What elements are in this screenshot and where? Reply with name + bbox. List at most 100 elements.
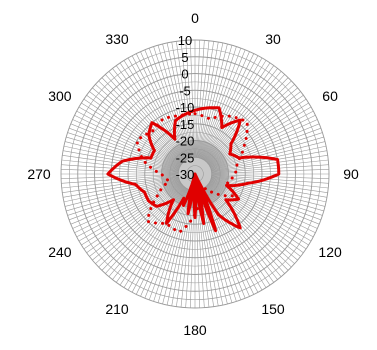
grid-spoke: [81, 182, 181, 246]
grid-spoke: [211, 174, 329, 184]
grid-spoke: [180, 190, 194, 308]
grid-spoke: [89, 91, 182, 164]
grid-spoke: [76, 181, 181, 238]
grid-spoke: [176, 41, 193, 158]
angle-tick-label: 180: [183, 322, 207, 338]
grid-spoke: [66, 136, 179, 170]
angle-tick-label: 60: [322, 88, 338, 104]
grid-spoke: [198, 190, 228, 305]
grid-spoke: [202, 188, 255, 295]
series-layer: [106, 106, 281, 234]
grid-spoke: [61, 169, 179, 174]
grid-spoke: [78, 182, 181, 242]
grid-spoke: [210, 123, 320, 169]
grid-spoke: [202, 55, 259, 160]
grid-spoke: [199, 45, 233, 158]
grid-spoke: [207, 84, 295, 164]
grid-spoke: [74, 181, 181, 234]
grid-spoke: [166, 42, 192, 158]
angle-tick-label: 90: [343, 166, 359, 182]
grid-spoke: [204, 187, 271, 286]
grid-spoke: [131, 55, 188, 160]
grid-spoke: [209, 181, 314, 238]
grid-spoke: [61, 159, 179, 173]
angle-tick-label: 240: [48, 244, 72, 260]
grid-spoke: [72, 119, 180, 168]
grid-spoke: [198, 43, 228, 158]
angle-tick-label: 210: [105, 301, 129, 317]
grid-spoke: [112, 68, 185, 161]
grid-spoke: [61, 174, 179, 179]
grid-spoke: [67, 178, 180, 216]
radial-tick-label: -30: [176, 167, 195, 182]
radial-tick-label: -15: [176, 117, 195, 132]
grid-spoke: [205, 186, 282, 277]
grid-spoke: [205, 187, 278, 280]
grid-spoke: [162, 43, 192, 158]
grid-spoke: [204, 62, 271, 161]
grid-spoke: [206, 185, 292, 268]
grid-spoke: [205, 186, 285, 274]
grid-spoke: [119, 187, 186, 286]
grid-spoke: [207, 184, 295, 264]
grid-spoke: [201, 51, 250, 159]
grid-spoke: [76, 110, 181, 167]
grid-spoke: [92, 87, 183, 164]
grid-spoke: [140, 189, 189, 297]
grid-spoke: [197, 41, 219, 158]
grid-spoke: [127, 57, 187, 160]
grid-spoke: [205, 68, 278, 161]
grid-spoke: [206, 185, 289, 271]
grid-spoke: [211, 155, 328, 172]
grid-spoke: [210, 132, 323, 170]
grid-spoke: [64, 177, 179, 207]
grid-spoke: [144, 189, 190, 299]
grid-spoke: [200, 49, 246, 159]
grid-spoke: [119, 62, 186, 161]
grid-spoke: [207, 184, 298, 261]
grid-spoke: [63, 177, 179, 203]
grid-spoke: [197, 41, 214, 158]
grid-spoke: [209, 106, 312, 166]
grid-spoke: [208, 94, 304, 165]
grid-spoke: [211, 159, 329, 173]
angle-tick-label: 120: [318, 244, 342, 260]
grid-spoke: [203, 188, 267, 288]
grid-spoke: [123, 188, 187, 288]
grid-spoke: [211, 176, 328, 198]
grid-spoke: [171, 41, 193, 158]
grid-spoke: [148, 189, 190, 301]
grid-spoke: [68, 179, 180, 221]
radial-tick-label: 5: [181, 50, 188, 65]
grid-spoke: [211, 178, 324, 212]
radial-tick-label: -10: [176, 100, 195, 115]
grid-spoke: [209, 102, 309, 166]
grid-spoke: [98, 80, 184, 163]
grid-spoke: [157, 190, 191, 303]
grid-spoke: [108, 71, 185, 162]
grid-spoke: [81, 102, 181, 166]
grid-spoke: [68, 127, 180, 169]
grid-spoke: [62, 176, 179, 193]
grid-spoke: [140, 51, 189, 159]
grid-spoke: [148, 47, 190, 159]
grid-spoke: [92, 184, 183, 261]
grid-spoke: [135, 53, 188, 160]
grid-spoke: [211, 164, 329, 174]
grid-spoke: [153, 46, 191, 159]
grid-spoke: [211, 150, 328, 172]
grid-spoke: [211, 141, 326, 171]
angle-tick-label: 0: [191, 10, 199, 26]
grid-spoke: [190, 40, 195, 158]
grid-spoke: [198, 42, 224, 158]
angle-tick-labels: 0 30 60 90 120 150 180 210 240 270 300 330: [27, 10, 359, 338]
grid-spoke: [95, 84, 183, 164]
angle-tick-label: 300: [48, 88, 72, 104]
grid-spoke: [86, 183, 182, 254]
grid-spoke: [196, 40, 210, 158]
grid-spoke: [211, 136, 324, 170]
grid-spoke: [199, 46, 237, 159]
grid-spoke: [210, 127, 322, 169]
grid-spoke: [210, 119, 318, 168]
grid-spoke: [86, 94, 182, 165]
